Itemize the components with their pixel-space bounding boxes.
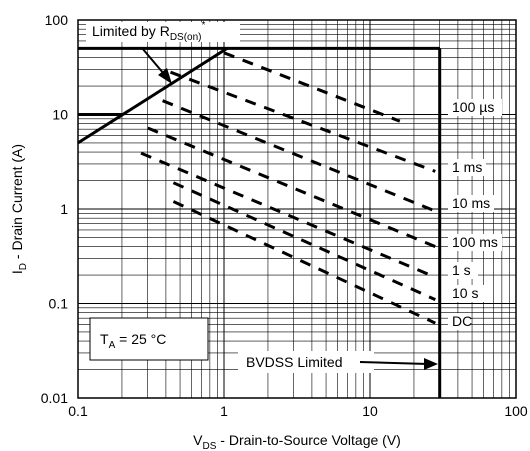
- line-label-bg: [448, 262, 478, 279]
- y-tick-label: 1: [60, 201, 68, 217]
- line-label: DC: [452, 313, 472, 329]
- rds-label-main: Limited by R: [92, 23, 170, 39]
- series-line: [169, 70, 436, 173]
- series-line: [172, 181, 436, 301]
- bvdss-label-text: BVDSS Limited: [246, 354, 342, 370]
- y-tick-label: 10: [52, 107, 68, 123]
- svg-text:Limited by RDS(on)*: Limited by RDS(on)*: [92, 20, 206, 43]
- line-label-bg: [448, 99, 502, 116]
- series-line: [147, 126, 436, 248]
- bvdss-label: BVDSS Limited: [238, 351, 438, 373]
- ta-label-rest: = 25 °C: [115, 331, 166, 347]
- svg-text:TA = 25 °C: TA = 25 °C: [100, 331, 166, 351]
- x-tick-label: 10: [362, 403, 378, 419]
- line-label: 10 s: [452, 285, 478, 301]
- series-line: [140, 151, 436, 279]
- line-label-bg: [448, 195, 494, 212]
- line-label: 100 ms: [452, 234, 498, 250]
- line-label: 100 µs: [452, 99, 494, 115]
- rds-arrow: [141, 47, 172, 84]
- line-label: 10 ms: [452, 195, 490, 211]
- line-label: 1 ms: [452, 159, 482, 175]
- x-axis-label: VDS - Drain-to-Source Voltage (V): [193, 432, 401, 451]
- y-tick-label: 0.01: [41, 390, 68, 406]
- line-label-bg: [448, 159, 486, 176]
- plot-frame: [77, 19, 517, 399]
- ta-label-main: T: [100, 331, 109, 347]
- ta-label-sub: A: [109, 340, 116, 351]
- y-axis-label: ID - Drain Current (A): [9, 144, 29, 274]
- rds-label: Limited by RDS(on)*: [86, 20, 240, 43]
- line-label-bg: [448, 285, 486, 302]
- series-line: [77, 47, 228, 145]
- series-line: [162, 99, 436, 213]
- x-tick-label: 100: [504, 403, 528, 419]
- line-label-bg: [448, 313, 470, 330]
- y-tick-label: 0.1: [49, 296, 69, 312]
- line-labels: 100 µs 1 ms 10 ms 100 ms 1 s 10 s DC: [448, 99, 502, 330]
- rds-label-sup: *: [202, 20, 206, 31]
- series-lines: [77, 46, 442, 398]
- line-label: 1 s: [452, 262, 471, 278]
- series-line: [172, 200, 436, 325]
- rds-label-sub: DS(on): [170, 32, 202, 43]
- y-tick-label: 100: [45, 12, 69, 28]
- ta-label: TA = 25 °C: [89, 317, 209, 361]
- x-tick-label: 1: [220, 403, 228, 419]
- line-label-bg: [448, 234, 502, 251]
- x-tick-label: 0.1: [68, 403, 88, 419]
